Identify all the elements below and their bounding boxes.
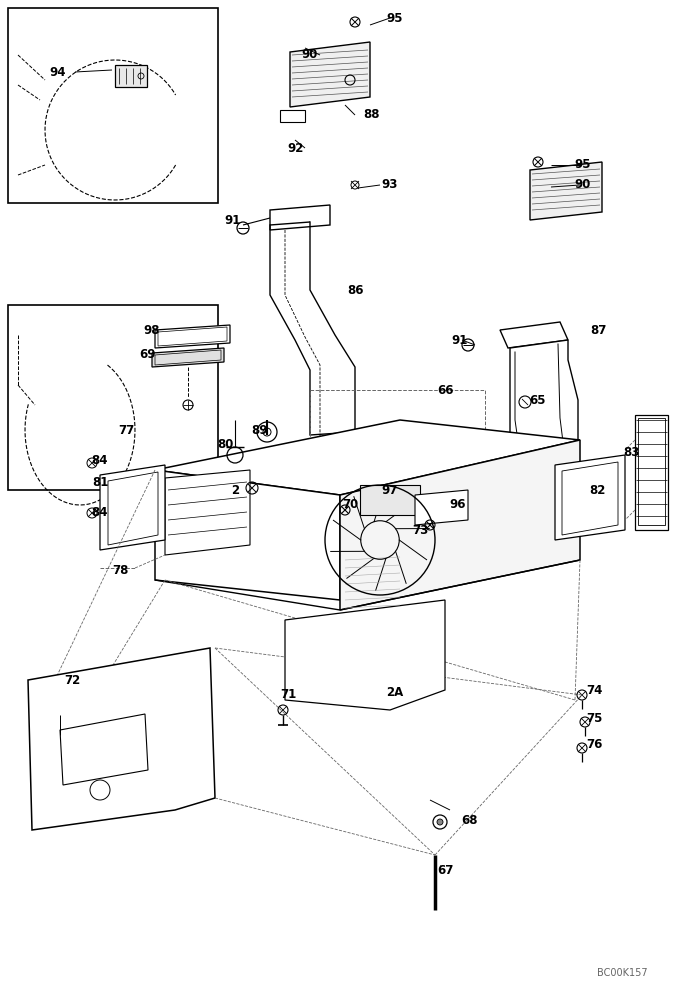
Text: 87: 87 <box>590 324 606 336</box>
Polygon shape <box>155 325 230 348</box>
Polygon shape <box>340 440 580 610</box>
Polygon shape <box>635 415 668 530</box>
Text: 74: 74 <box>585 684 602 696</box>
Text: 76: 76 <box>585 738 602 752</box>
Text: 91: 91 <box>225 214 241 227</box>
Polygon shape <box>530 162 602 220</box>
Text: 95: 95 <box>575 158 591 172</box>
Polygon shape <box>100 465 165 550</box>
Text: 67: 67 <box>437 863 453 876</box>
Text: 80: 80 <box>217 438 233 452</box>
Text: 72: 72 <box>64 674 80 686</box>
Text: BC00K157: BC00K157 <box>597 968 648 978</box>
Text: 73: 73 <box>412 524 428 536</box>
Polygon shape <box>290 42 370 107</box>
Polygon shape <box>28 648 215 830</box>
Text: 2: 2 <box>231 484 239 496</box>
Text: 95: 95 <box>387 11 403 24</box>
Text: 93: 93 <box>381 178 398 192</box>
Polygon shape <box>152 348 224 367</box>
Text: 69: 69 <box>139 349 155 361</box>
Circle shape <box>437 819 443 825</box>
Text: 71: 71 <box>280 688 296 702</box>
Text: 66: 66 <box>437 383 454 396</box>
Text: 96: 96 <box>449 498 466 512</box>
Text: 92: 92 <box>288 141 304 154</box>
Text: 94: 94 <box>50 66 66 79</box>
Bar <box>8 8 218 203</box>
Text: 75: 75 <box>585 712 602 724</box>
Polygon shape <box>415 490 468 525</box>
Text: 2A: 2A <box>386 686 404 700</box>
Polygon shape <box>285 600 445 710</box>
Text: 89: 89 <box>252 424 268 436</box>
Text: 68: 68 <box>462 814 478 826</box>
Text: 90: 90 <box>302 48 318 62</box>
Bar <box>310 390 485 470</box>
Text: 86: 86 <box>347 284 363 296</box>
Text: 65: 65 <box>529 393 545 406</box>
Polygon shape <box>555 455 625 540</box>
Bar <box>115 65 147 87</box>
Text: 82: 82 <box>589 484 605 496</box>
Bar <box>280 110 305 122</box>
Polygon shape <box>500 322 568 348</box>
Polygon shape <box>155 470 340 600</box>
Text: 83: 83 <box>623 446 639 460</box>
Polygon shape <box>510 340 578 465</box>
Text: 84: 84 <box>92 506 108 518</box>
Text: 81: 81 <box>92 476 108 488</box>
Bar <box>360 485 420 515</box>
Text: 98: 98 <box>143 324 160 336</box>
Text: 78: 78 <box>112 564 129 576</box>
Polygon shape <box>165 470 250 555</box>
Text: 70: 70 <box>342 498 358 512</box>
Text: 97: 97 <box>381 484 398 496</box>
Text: 90: 90 <box>575 178 591 192</box>
Text: 84: 84 <box>92 454 108 466</box>
Polygon shape <box>270 205 330 230</box>
Text: 77: 77 <box>118 424 134 436</box>
Text: 91: 91 <box>452 334 469 347</box>
Text: 88: 88 <box>364 108 380 121</box>
Bar <box>8 305 218 490</box>
Polygon shape <box>155 420 580 495</box>
